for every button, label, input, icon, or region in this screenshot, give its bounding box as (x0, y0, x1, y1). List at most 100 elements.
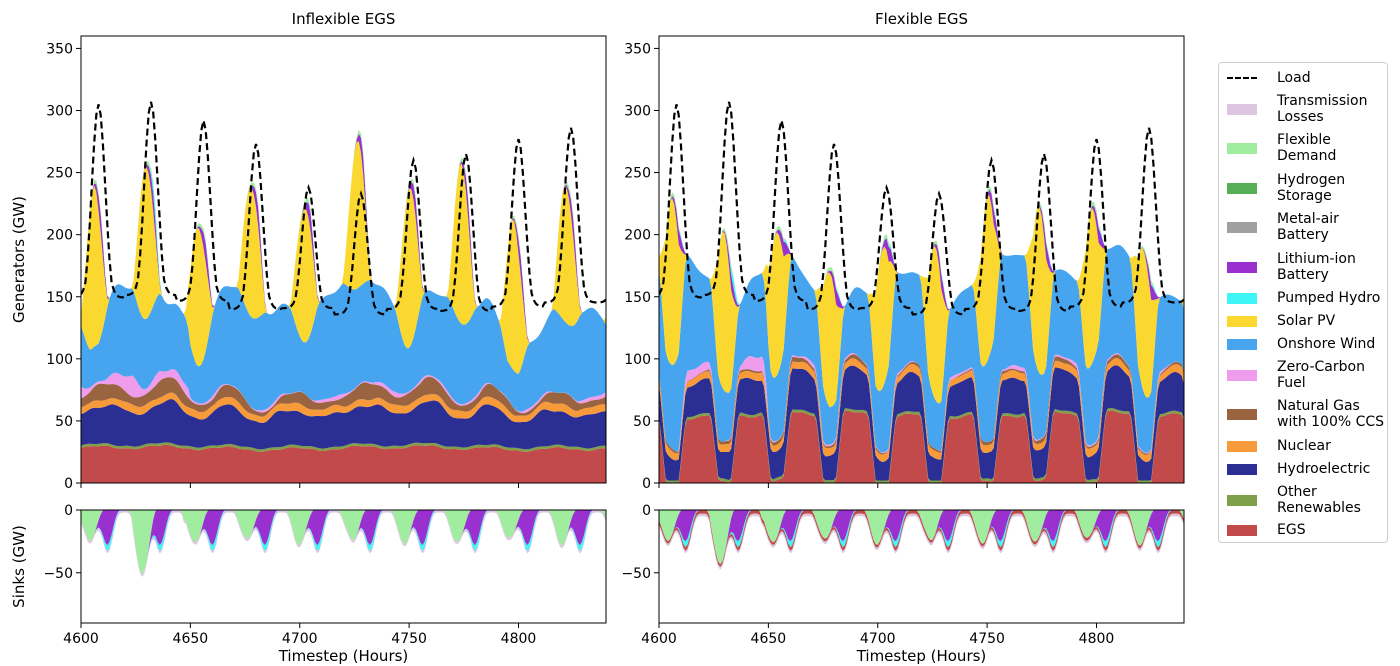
legend-label: Lithium-ion Battery (1277, 251, 1356, 283)
x-axis-label: Timestep (Hours) (856, 647, 987, 665)
y-tick-label: 50 (55, 414, 73, 430)
x-tick-label: 4750 (391, 631, 427, 647)
area-onshore-wind (659, 244, 1184, 453)
y-tick-label: 0 (642, 476, 651, 492)
legend-swatch (1227, 221, 1257, 233)
panel-4: 0 −50 4600 4650 4700 4750 4800 Timestep (Hours) (621, 503, 1185, 665)
plot-area (81, 101, 606, 483)
legend-item-zero-carbon-fuel: Zero-Carbon Fuel (1227, 359, 1365, 391)
y-tick-label: 350 (46, 41, 73, 57)
y-tick-label: 150 (46, 290, 73, 306)
y-tick-label: 350 (624, 41, 651, 57)
legend-swatch (1227, 494, 1257, 506)
legend-item-onshore-wind: Onshore Wind (1227, 336, 1375, 352)
area-natural-gas-with-100-ccs (659, 354, 1184, 455)
y-tick-label: 100 (624, 352, 651, 368)
area-other-renewables (81, 442, 606, 452)
legend-item-hydroelectric: Hydroelectric (1227, 461, 1370, 477)
y-tick-label: 50 (633, 414, 651, 430)
x-tick-label: 4750 (969, 631, 1005, 647)
x-tick-label: 4650 (751, 631, 787, 647)
x-tick-label: 4700 (860, 631, 896, 647)
area-egs (81, 444, 606, 483)
legend-label: Nuclear (1277, 438, 1331, 454)
y-tick-label: −50 (43, 566, 73, 582)
axes-frame (658, 35, 1185, 484)
legend-label: Load (1277, 70, 1311, 86)
axes-frame (658, 509, 1185, 624)
legend-swatch (1227, 315, 1257, 327)
area-hydroelectric (659, 365, 1184, 481)
legend-label: Flexible Demand (1277, 132, 1337, 164)
legend-item-metal-air-battery: Metal-air Battery (1227, 211, 1339, 243)
x-tick-label: 4600 (641, 631, 677, 647)
legend-swatch (1227, 369, 1257, 381)
legend-swatch (1227, 292, 1257, 304)
legend-label: Onshore Wind (1277, 336, 1376, 352)
legend-label: Pumped Hydro (1277, 290, 1381, 306)
area-nuclear (81, 392, 606, 423)
axes-frame (80, 509, 607, 624)
plot-area (659, 101, 1184, 483)
legend-item-flexible-demand: Flexible Demand (1227, 132, 1336, 164)
area-flexible-demand (659, 510, 1184, 565)
legend-item-egs: EGS (1227, 522, 1306, 538)
legend-item-other-renewables: Other Renewables (1227, 484, 1361, 516)
plot-area (659, 510, 1184, 570)
area-solar-pv (81, 141, 606, 374)
y-tick-label: 0 (64, 476, 73, 492)
x-tick-label: 4800 (501, 631, 537, 647)
axes-frame (80, 35, 607, 484)
area-egs (659, 410, 1184, 483)
legend-swatch (1227, 103, 1257, 115)
area-flexible-demand (81, 510, 606, 575)
x-tick-label: 4800 (1079, 631, 1115, 647)
plot-area (81, 510, 606, 577)
legend-swatch (1227, 338, 1257, 350)
legend-item-lithium-ion-battery: Lithium-ion Battery (1227, 251, 1356, 283)
legend-label: Natural Gas with 100% CCS (1277, 398, 1385, 430)
legend-swatch (1227, 524, 1257, 536)
legend: Load Transmission Losses Flexible Demand Hy… (1218, 62, 1388, 543)
panel-3: 0 50 100 150 200 250 300 350 Flexible EGS (624, 10, 1185, 492)
legend-item-pumped-hydro: Pumped Hydro (1227, 290, 1380, 306)
legend-swatch (1227, 142, 1257, 154)
legend-label: Hydroelectric (1277, 461, 1371, 477)
legend-swatch (1227, 77, 1257, 79)
legend-swatch (1227, 261, 1257, 273)
y-tick-label: −50 (621, 566, 651, 582)
y-tick-label: 200 (46, 228, 73, 244)
y-tick-label: 0 (64, 503, 73, 519)
legend-item-solar-pv: Solar PV (1227, 313, 1335, 329)
y-tick-label: 150 (624, 290, 651, 306)
legend-item-natural-gas-with-100-ccs: Natural Gas with 100% CCS (1227, 398, 1384, 430)
legend-swatch (1227, 440, 1257, 452)
load-line (81, 101, 606, 316)
legend-swatch (1227, 408, 1257, 420)
y-axis-label: Generators (GW) (10, 196, 28, 323)
x-axis-label: Timestep (Hours) (278, 647, 409, 665)
legend-item-transmission-losses: Transmission Losses (1227, 93, 1367, 125)
legend-label: Other Renewables (1277, 484, 1361, 516)
area-natural-gas-with-100-ccs (81, 376, 606, 417)
y-tick-label: 100 (46, 352, 73, 368)
x-tick-label: 4600 (63, 631, 99, 647)
y-tick-label: 0 (642, 503, 651, 519)
y-tick-label: 200 (624, 228, 651, 244)
legend-item-nuclear: Nuclear (1227, 438, 1331, 454)
y-tick-label: 250 (624, 166, 651, 182)
legend-swatch (1227, 463, 1257, 475)
area-lithium-ion-battery (81, 510, 606, 575)
area-zero-carbon-fuel (81, 369, 606, 414)
area-nuclear (659, 358, 1184, 462)
legend-label: EGS (1277, 522, 1306, 538)
area-lithium-ion-battery (659, 510, 1184, 565)
legend-label: Metal-air Battery (1277, 211, 1339, 243)
panel-title: Flexible EGS (875, 10, 968, 28)
y-tick-label: 300 (624, 104, 651, 120)
load-line (659, 101, 1184, 316)
area-hydroelectric (81, 399, 606, 450)
panel-2: 0 −50 4600 4650 4700 4750 4800 Timestep (Hours)… (10, 503, 607, 665)
area-egs (659, 510, 1184, 567)
